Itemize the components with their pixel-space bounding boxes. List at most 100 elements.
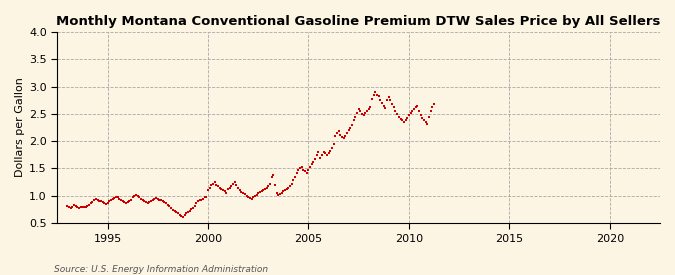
Point bbox=[380, 106, 391, 111]
Point bbox=[76, 205, 86, 210]
Point bbox=[159, 200, 170, 205]
Point bbox=[424, 114, 435, 119]
Point bbox=[283, 185, 294, 190]
Point bbox=[429, 102, 439, 106]
Point bbox=[300, 169, 310, 174]
Point bbox=[352, 111, 362, 115]
Point bbox=[271, 191, 282, 195]
Point bbox=[224, 185, 235, 190]
Point bbox=[337, 134, 348, 139]
Point bbox=[240, 192, 250, 196]
Point bbox=[313, 150, 324, 154]
Point bbox=[275, 192, 286, 196]
Point bbox=[236, 190, 247, 194]
Point bbox=[421, 120, 431, 124]
Point bbox=[119, 200, 130, 205]
Point bbox=[63, 205, 74, 209]
Point bbox=[325, 149, 335, 153]
Point bbox=[86, 201, 97, 206]
Point bbox=[233, 185, 244, 190]
Point bbox=[241, 194, 252, 198]
Point bbox=[387, 102, 398, 106]
Point bbox=[414, 109, 425, 113]
Point bbox=[144, 200, 155, 205]
Point bbox=[377, 101, 387, 105]
Point bbox=[208, 182, 219, 186]
Point bbox=[382, 98, 393, 102]
Point bbox=[327, 145, 338, 150]
Point bbox=[311, 153, 322, 157]
Point bbox=[72, 205, 83, 209]
Point bbox=[161, 201, 171, 206]
Point bbox=[169, 209, 180, 213]
Point bbox=[97, 200, 108, 205]
Point bbox=[102, 201, 113, 206]
Point bbox=[167, 208, 178, 212]
Point bbox=[117, 199, 128, 204]
Point bbox=[192, 199, 203, 204]
Point bbox=[176, 214, 186, 218]
Point bbox=[74, 206, 84, 210]
Point bbox=[82, 204, 93, 208]
Point bbox=[231, 183, 242, 187]
Point bbox=[286, 182, 297, 186]
Point bbox=[201, 195, 212, 199]
Point bbox=[279, 188, 290, 192]
Point bbox=[105, 198, 116, 202]
Point bbox=[330, 133, 341, 138]
Point bbox=[358, 113, 369, 117]
Point bbox=[186, 207, 196, 212]
Point bbox=[395, 117, 406, 122]
Point bbox=[129, 194, 140, 198]
Point bbox=[290, 174, 300, 179]
Point bbox=[261, 185, 272, 190]
Point bbox=[258, 188, 269, 192]
Point bbox=[216, 186, 227, 191]
Point bbox=[157, 199, 168, 204]
Point bbox=[253, 191, 264, 195]
Point bbox=[140, 200, 151, 205]
Point bbox=[238, 191, 248, 195]
Point bbox=[425, 109, 436, 113]
Point bbox=[402, 116, 412, 120]
Point bbox=[94, 199, 105, 203]
Point bbox=[365, 105, 376, 109]
Point bbox=[70, 204, 81, 208]
Point bbox=[281, 187, 292, 191]
Point bbox=[164, 204, 175, 208]
Point bbox=[331, 131, 342, 135]
Point bbox=[202, 188, 213, 192]
Point bbox=[298, 167, 309, 172]
Point bbox=[379, 103, 389, 108]
Point bbox=[84, 202, 95, 207]
Point bbox=[87, 200, 98, 205]
Point bbox=[95, 199, 106, 204]
Point bbox=[315, 155, 325, 160]
Point bbox=[181, 211, 192, 215]
Point bbox=[90, 197, 101, 201]
Point bbox=[182, 210, 193, 214]
Point bbox=[243, 195, 254, 199]
Point bbox=[254, 190, 265, 194]
Point bbox=[367, 96, 377, 101]
Point bbox=[99, 201, 109, 205]
Point bbox=[131, 192, 142, 197]
Point bbox=[244, 196, 255, 200]
Point bbox=[301, 171, 312, 175]
Point bbox=[191, 201, 202, 206]
Point bbox=[246, 196, 257, 201]
Point bbox=[126, 197, 136, 202]
Point bbox=[178, 214, 188, 219]
Point bbox=[288, 178, 299, 183]
Point bbox=[122, 200, 133, 205]
Point bbox=[156, 198, 167, 202]
Point bbox=[383, 95, 394, 100]
Point bbox=[173, 211, 184, 215]
Point bbox=[114, 196, 125, 201]
Point bbox=[273, 192, 284, 197]
Point bbox=[404, 113, 414, 117]
Point bbox=[407, 109, 418, 113]
Point bbox=[285, 184, 296, 188]
Point bbox=[304, 165, 315, 170]
Point bbox=[412, 103, 423, 108]
